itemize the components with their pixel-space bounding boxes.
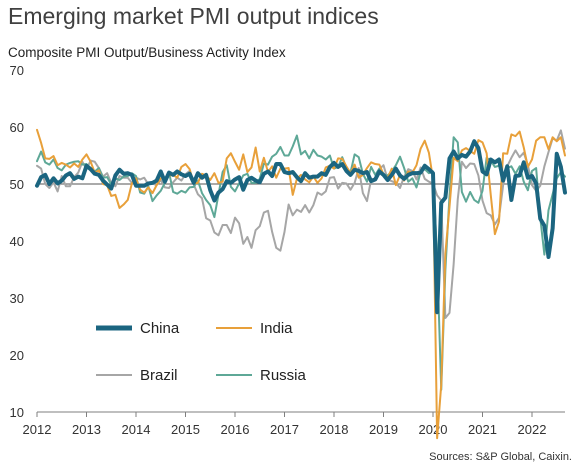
x-tick-label: 2012 xyxy=(23,422,52,437)
x-tick-label: 2013 xyxy=(72,422,101,437)
y-tick-label: 30 xyxy=(10,291,24,306)
legend-label-brazil: Brazil xyxy=(140,367,178,384)
legend: China India Brazil Russia xyxy=(96,320,307,384)
y-axis-ticks: 10 20 30 40 50 60 70 xyxy=(10,63,24,420)
legend-label-china: China xyxy=(140,320,180,337)
x-tick-label: 2021 xyxy=(468,422,497,437)
x-tick-label: 2020 xyxy=(419,422,448,437)
legend-label-russia: Russia xyxy=(260,367,307,384)
y-tick-label: 20 xyxy=(10,348,24,363)
x-tick-label: 2022 xyxy=(518,422,547,437)
y-tick-label: 10 xyxy=(10,405,24,420)
x-tick-label: 2014 xyxy=(122,422,151,437)
x-tick-label: 2017 xyxy=(270,422,299,437)
x-tick-label: 2015 xyxy=(171,422,200,437)
x-axis: 2012 2013 2014 2015 2016 2017 2018 2019 2020 2021… xyxy=(23,411,565,437)
series-line-china xyxy=(35,139,567,315)
x-tick-label: 2016 xyxy=(221,422,250,437)
series-line-russia xyxy=(36,134,566,391)
y-tick-label: 70 xyxy=(10,63,24,78)
y-tick-label: 60 xyxy=(10,120,24,135)
chart-title: Emerging market PMI output indices xyxy=(8,3,379,29)
x-tick-label: 2019 xyxy=(369,422,398,437)
y-tick-label: 50 xyxy=(10,177,24,192)
series-line-brazil xyxy=(36,129,566,319)
series-lines xyxy=(35,128,567,440)
x-tick-label: 2018 xyxy=(320,422,349,437)
legend-label-india: India xyxy=(260,320,293,337)
y-axis-title: Composite PMI Output/Business Activity I… xyxy=(8,45,286,60)
y-tick-label: 40 xyxy=(10,234,24,249)
source-note: Sources: S&P Global, Caixin. xyxy=(429,451,572,463)
